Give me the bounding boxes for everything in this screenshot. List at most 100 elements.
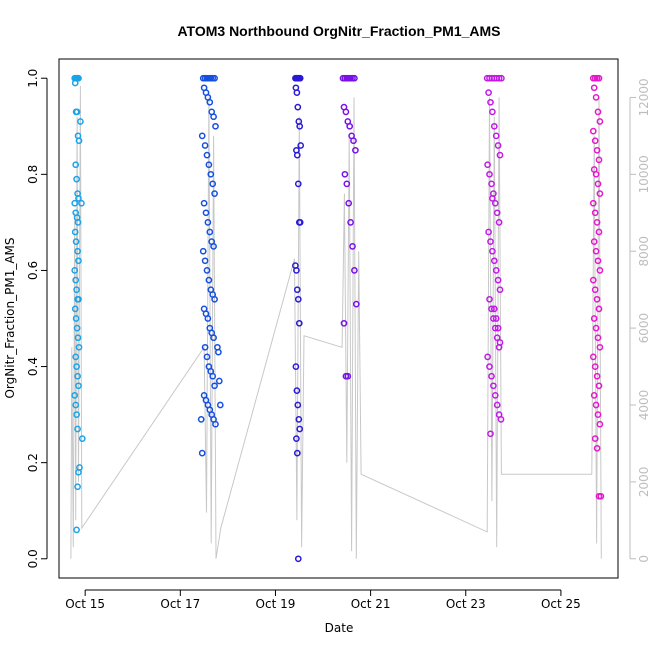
bottom-axis: Oct 15 Oct 17 Oct 19 Oct 21 Oct 23 Oct 25 xyxy=(65,589,581,611)
y-tick-label: 0.6 xyxy=(26,261,40,280)
data-point xyxy=(211,295,218,303)
data-point xyxy=(75,257,82,265)
x-axis-label: Date xyxy=(325,621,354,635)
data-point xyxy=(71,79,79,87)
data-point xyxy=(591,137,599,145)
data-point xyxy=(294,103,302,111)
data-point xyxy=(592,324,600,332)
x-tick-label: Oct 25 xyxy=(541,597,581,611)
y-tick-label: 0.0 xyxy=(26,549,40,568)
right-tick-label: 12000 xyxy=(637,78,650,116)
data-point xyxy=(292,363,300,370)
data-point xyxy=(489,195,496,202)
data-point xyxy=(205,161,213,169)
data-point xyxy=(293,267,300,274)
data-point xyxy=(350,137,357,145)
data-point xyxy=(75,74,82,82)
data-point xyxy=(73,363,80,370)
data-point xyxy=(498,74,505,82)
data-point xyxy=(72,161,80,169)
data-point xyxy=(201,343,209,351)
data-point xyxy=(342,108,350,116)
data-point xyxy=(352,146,359,154)
data-point xyxy=(293,387,301,394)
plot-frame xyxy=(58,58,619,579)
data-point xyxy=(589,199,597,207)
data-point xyxy=(75,382,82,390)
y-tick-label: 0.2 xyxy=(26,453,40,472)
data-point xyxy=(71,305,79,313)
left-axis: 0.0 0.2 0.4 0.6 0.8 1.0 xyxy=(26,69,48,568)
data-point xyxy=(197,416,205,423)
data-point xyxy=(203,151,211,159)
data-point xyxy=(343,180,351,188)
data-point xyxy=(592,247,600,255)
data-point xyxy=(296,219,304,226)
data-point xyxy=(595,305,603,313)
data-point xyxy=(204,219,212,226)
data-point xyxy=(74,247,81,255)
data-point xyxy=(489,247,496,255)
x-tick-label: Oct 21 xyxy=(351,597,391,611)
altitude-trace-line xyxy=(70,85,602,559)
data-point xyxy=(492,315,500,322)
data-point xyxy=(72,238,80,245)
data-point xyxy=(486,170,493,178)
data-point xyxy=(294,180,302,188)
data-point xyxy=(72,353,80,361)
data-point xyxy=(596,420,604,428)
series-4 xyxy=(339,74,360,380)
data-point xyxy=(592,401,600,409)
data-point xyxy=(594,108,602,116)
data-point xyxy=(485,89,492,96)
right-tick-label: 4000 xyxy=(637,390,650,421)
data-point xyxy=(296,74,304,82)
data-point xyxy=(489,108,496,116)
data-point xyxy=(296,122,304,130)
right-tick-label: 10000 xyxy=(637,155,650,193)
data-point xyxy=(293,449,301,457)
data-point xyxy=(75,468,82,476)
data-point xyxy=(74,334,82,342)
data-point xyxy=(492,267,500,274)
data-point xyxy=(591,435,599,442)
data-point xyxy=(202,209,210,217)
series-3 xyxy=(292,74,305,563)
altitude-layer xyxy=(70,85,602,559)
y-tick-label: 0.4 xyxy=(26,357,40,376)
data-point xyxy=(592,94,600,101)
data-point xyxy=(73,175,80,183)
data-point xyxy=(73,526,80,534)
data-point xyxy=(596,118,604,125)
data-point xyxy=(595,156,603,164)
data-point xyxy=(73,411,80,418)
data-point xyxy=(487,238,494,245)
data-point xyxy=(486,295,493,303)
data-point xyxy=(352,300,360,308)
data-point xyxy=(596,343,604,351)
data-point xyxy=(490,315,497,322)
data-point xyxy=(344,372,352,380)
points-layer xyxy=(71,74,605,563)
data-point xyxy=(211,190,218,197)
data-point xyxy=(495,219,503,226)
data-point xyxy=(204,315,212,322)
data-point xyxy=(491,392,499,399)
data-point xyxy=(492,132,500,140)
data-point xyxy=(210,334,217,342)
data-point xyxy=(210,113,217,121)
data-point xyxy=(201,257,209,265)
data-point xyxy=(71,199,79,207)
data-point xyxy=(72,276,80,284)
data-point xyxy=(293,151,301,159)
data-point xyxy=(74,483,81,491)
data-point xyxy=(595,382,603,390)
data-point xyxy=(493,401,501,409)
data-point xyxy=(75,343,83,351)
data-point xyxy=(199,247,207,255)
data-point xyxy=(294,295,302,303)
data-point xyxy=(496,339,504,346)
data-point xyxy=(293,89,301,96)
y-tick-label: 1.0 xyxy=(26,69,40,88)
